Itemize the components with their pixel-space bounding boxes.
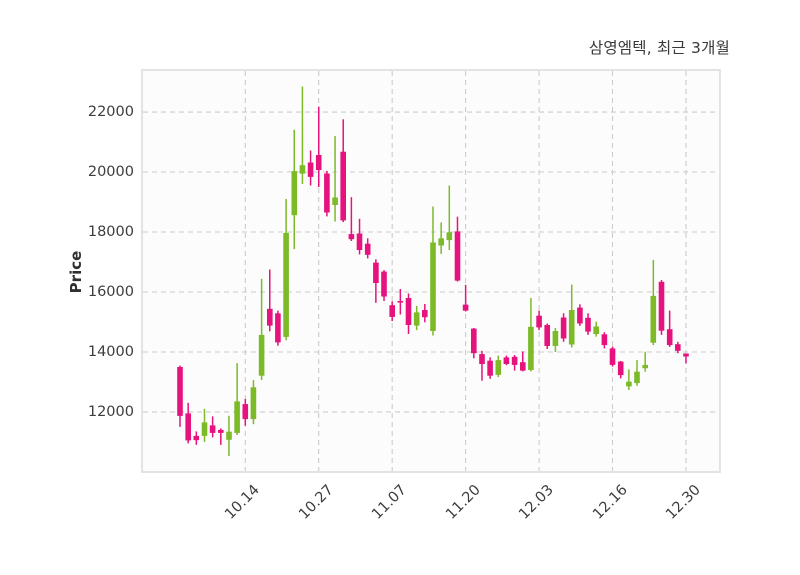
candle [275,310,281,346]
chart-title: 삼영엠텍, 최근 3개월 [588,39,730,57]
plot-area [141,69,721,473]
candle [356,218,363,255]
candle [658,280,665,335]
candle [242,399,249,426]
y-tick-label: 20000 [87,164,134,180]
candle [201,408,208,442]
y-tick-label: 16000 [87,284,134,300]
y-tick-label: 14000 [87,344,134,360]
candle [675,341,681,354]
candle [438,222,444,254]
candle [462,284,469,312]
candle [315,106,322,187]
candle [666,310,673,347]
y-axis-label: Price [67,250,85,294]
candle [495,355,502,378]
candle [593,321,599,337]
candle [307,150,314,186]
candlestick-plot-svg [143,71,719,471]
x-tick-label: 11.07 [369,482,411,523]
y-tick-label: 22000 [87,104,134,120]
candle [634,360,640,386]
candle [389,301,395,322]
candle [454,216,461,282]
candle [536,310,542,331]
candle [413,305,420,331]
x-tick-label: 11.20 [443,482,485,523]
candle [520,351,526,372]
candle [487,357,493,379]
candle [626,369,632,390]
candle [609,346,616,367]
candle [364,238,371,259]
candle [373,259,379,303]
candle [332,136,338,222]
candle [193,431,200,445]
x-tick-label: 12.16 [590,482,632,523]
candle [348,197,355,241]
candle [471,328,477,359]
candle [430,206,436,336]
x-tick-label: 12.30 [663,482,705,523]
candle [185,402,191,444]
x-tick-label: 10.27 [296,482,338,523]
candle [291,129,298,250]
candle [560,313,567,342]
x-tick-label: 12.03 [516,482,558,523]
candle [209,416,216,438]
candle [177,365,183,427]
candle [503,355,510,366]
candle [650,259,657,346]
candle [601,332,608,349]
candle [642,351,648,372]
candle [422,304,428,323]
candle [528,298,534,372]
candle [405,293,412,334]
y-tick-label: 18000 [87,224,134,240]
candle [617,361,624,379]
candle [585,313,591,335]
candle [324,170,330,217]
candle [397,289,404,315]
candle [511,355,518,371]
candle [218,428,224,445]
candles [177,86,689,456]
candle [226,415,232,456]
candle [544,323,550,349]
x-tick-label: 10.14 [222,482,264,523]
candle [446,185,453,250]
candle [577,304,583,326]
candle [299,86,306,184]
candle [683,353,689,364]
candle [234,363,240,435]
candle [340,119,346,223]
y-tick-label: 12000 [87,404,134,420]
candle [552,328,559,352]
candle [267,269,273,332]
candle [568,284,575,348]
candle [479,350,485,381]
candle [381,270,387,301]
candle [250,380,257,425]
candle [258,278,265,381]
candle [283,199,289,341]
